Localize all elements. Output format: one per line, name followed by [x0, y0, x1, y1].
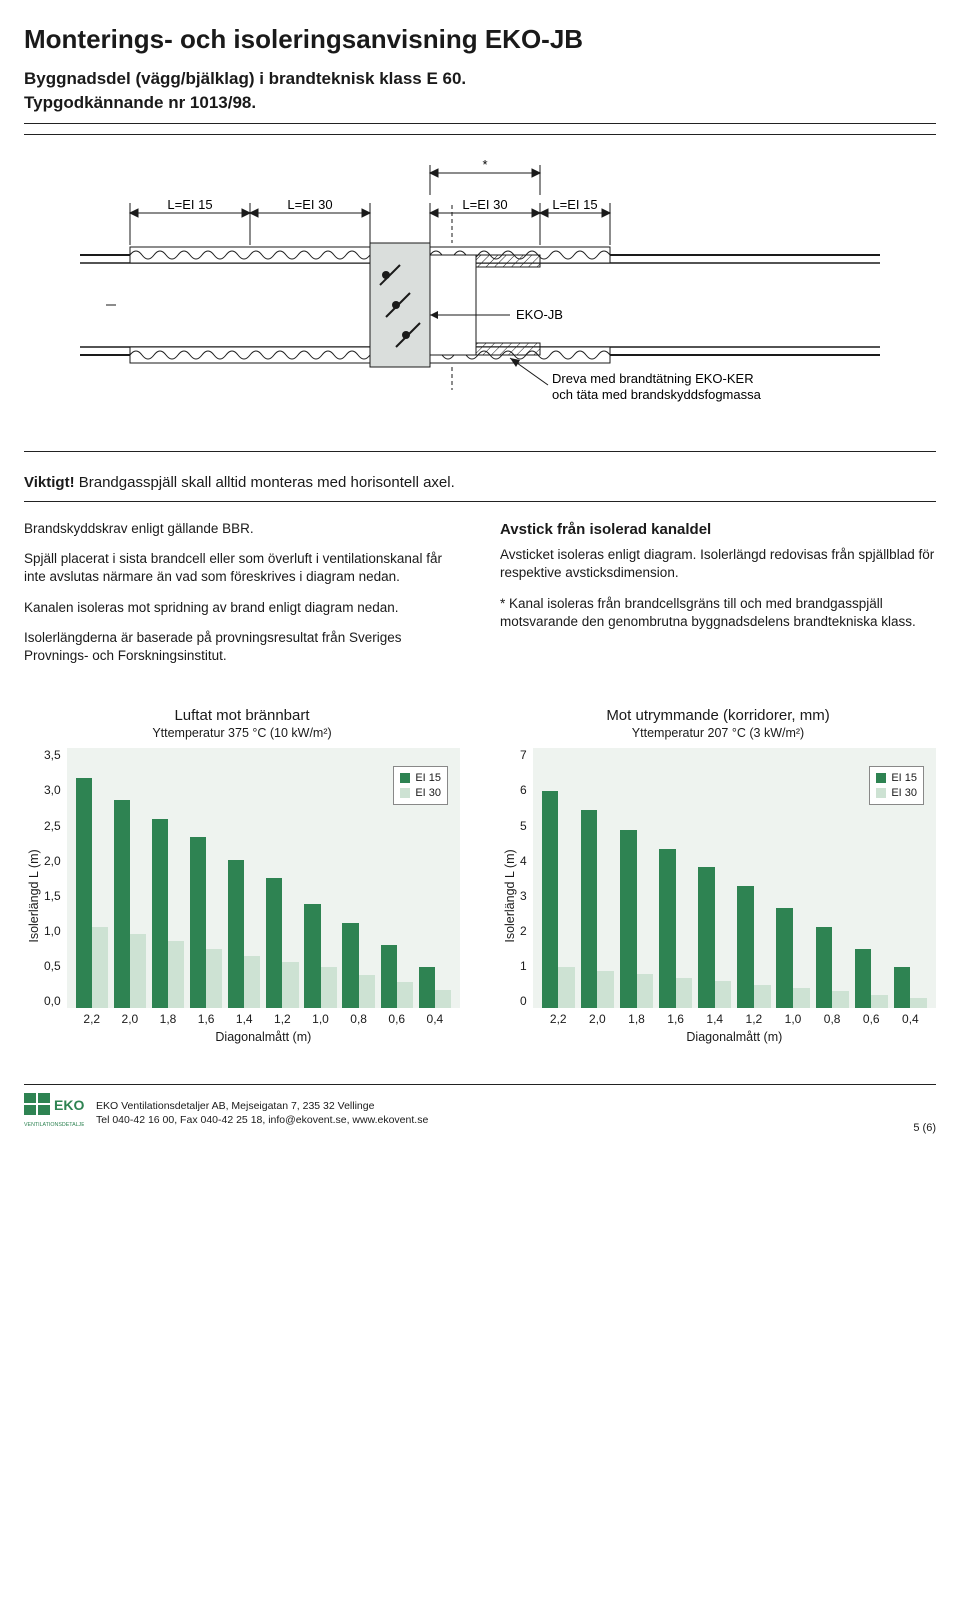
diagram-annot-2: och täta med brandskyddsfogmassa	[552, 387, 762, 402]
footer-text: EKO Ventilationsdetaljer AB, Mejseigatan…	[96, 1100, 428, 1127]
legend-a-ei15: EI 15	[415, 771, 441, 785]
rule-mid	[24, 451, 936, 452]
page-number: 5 (6)	[913, 1122, 936, 1134]
svg-text:VENTILATIONSDETALJER: VENTILATIONSDETALJER	[24, 1122, 84, 1128]
diagram-star: *	[482, 157, 487, 172]
diagram-svg: * L=EI 15 L=EI 30 L=EI 30 L=EI 15	[80, 155, 880, 435]
chart-b-legend: EI 15 EI 30	[869, 766, 924, 805]
chart-b-plot: EI 15 EI 30	[533, 748, 936, 1008]
left-p4: Isolerlängderna är baserade på provnings…	[24, 629, 460, 665]
page-footer: EKO VENTILATIONSDETALJER EKO Ventilation…	[24, 1084, 936, 1134]
chart-b-yaxis: 76543210	[520, 748, 533, 1008]
chart-b-xticks: 2,22,01,81,61,41,21,00,80,60,4	[533, 1008, 936, 1028]
diagram-annot-1: Dreva med brandtätning EKO-KER	[552, 371, 754, 386]
left-p3: Kanalen isoleras mot spridning av brand …	[24, 599, 460, 617]
legend-b-ei30: EI 30	[891, 786, 917, 800]
left-p2: Spjäll placerat i sista brandcell eller …	[24, 550, 460, 586]
left-column: Brandskyddskrav enligt gällande BBR. Spj…	[24, 520, 460, 677]
chart-b-xlabel: Diagonalmått (m)	[533, 1030, 936, 1044]
rule-top2	[24, 134, 936, 135]
diagram-lei15-b: L=EI 15	[552, 197, 597, 212]
cross-section-diagram: * L=EI 15 L=EI 30 L=EI 30 L=EI 15	[24, 155, 936, 435]
brand-logo: EKO VENTILATIONSDETALJER	[24, 1093, 84, 1134]
chart-b: Mot utrymmande (korridorer, mm) Yttemper…	[500, 707, 936, 1044]
diagram-lei30-b: L=EI 30	[462, 197, 507, 212]
diagram-ekojb-label: EKO-JB	[516, 307, 563, 322]
chart-a-legend: EI 15 EI 30	[393, 766, 448, 805]
chart-b-subtitle: Yttemperatur 207 °C (3 kW/m²)	[500, 726, 936, 740]
chart-b-title: Mot utrymmande (korridorer, mm)	[500, 707, 936, 724]
body-columns: Brandskyddskrav enligt gällande BBR. Spj…	[24, 520, 936, 677]
chart-a-plot: EI 15 EI 30	[67, 748, 460, 1008]
chart-a-title: Luftat mot brännbart	[24, 707, 460, 724]
diagram-lei15-a: L=EI 15	[167, 197, 212, 212]
right-column: Avstick från isolerad kanaldel Avsticket…	[500, 520, 936, 677]
legend-b-ei15: EI 15	[891, 771, 917, 785]
chart-a-subtitle: Yttemperatur 375 °C (10 kW/m²)	[24, 726, 460, 740]
chart-a: Luftat mot brännbart Yttemperatur 375 °C…	[24, 707, 460, 1044]
chart-a-yaxis: 3,53,02,52,01,51,00,50,0	[44, 748, 67, 1008]
charts-row: Luftat mot brännbart Yttemperatur 375 °C…	[24, 707, 936, 1044]
chart-a-xlabel: Diagonalmått (m)	[67, 1030, 460, 1044]
important-lead: Viktigt!	[24, 474, 75, 491]
footer-line1: EKO Ventilationsdetaljer AB, Mejseigatan…	[96, 1100, 428, 1114]
right-p1: Avsticket isoleras enligt diagram. Isole…	[500, 546, 936, 582]
right-p2: * Kanal isoleras från brandcellsgräns ti…	[500, 595, 936, 631]
svg-text:EKO: EKO	[54, 1097, 84, 1113]
rule-top1	[24, 123, 936, 124]
footer-line2: Tel 040-42 16 00, Fax 040-42 25 18, info…	[96, 1114, 428, 1128]
left-p1: Brandskyddskrav enligt gällande BBR.	[24, 520, 460, 538]
subtitle-line2: Typgodkännande nr 1013/98.	[24, 93, 936, 113]
diagram-lei30-a: L=EI 30	[287, 197, 332, 212]
important-line: Viktigt! Brandgasspjäll skall alltid mon…	[24, 474, 936, 491]
legend-a-ei30: EI 30	[415, 786, 441, 800]
subtitle-line1: Byggnadsdel (vägg/bjälklag) i brandtekni…	[24, 69, 936, 89]
chart-a-xticks: 2,22,01,81,61,41,21,00,80,60,4	[67, 1008, 460, 1028]
rule-mid2	[24, 501, 936, 502]
important-text: Brandgasspjäll skall alltid monteras med…	[79, 474, 455, 491]
page-title: Monterings- och isoleringsanvisning EKO-…	[24, 24, 936, 55]
right-heading: Avstick från isolerad kanaldel	[500, 520, 936, 540]
